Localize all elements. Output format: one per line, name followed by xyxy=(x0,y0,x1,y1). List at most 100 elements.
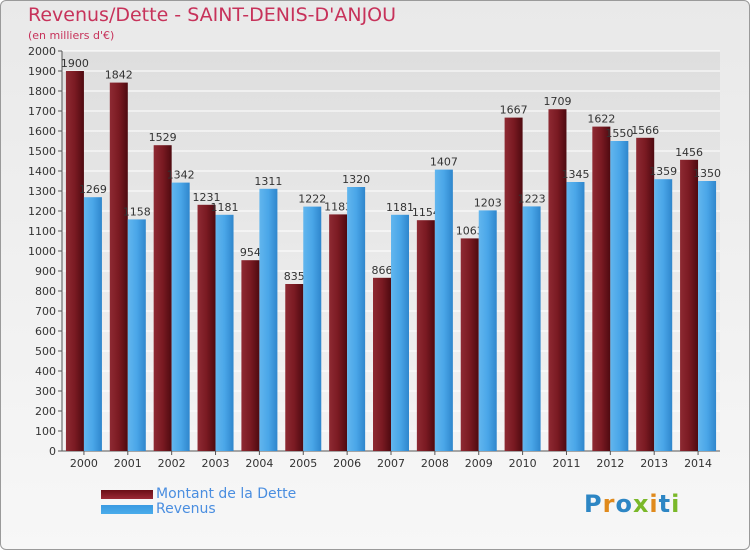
debt-bar xyxy=(504,117,523,451)
revenue-value-label: 1342 xyxy=(167,169,195,182)
revenue-value-label: 1181 xyxy=(211,201,239,214)
legend-swatch-revenue xyxy=(101,505,153,514)
y-tick-label: 1500 xyxy=(28,145,56,158)
x-tick-label: 2001 xyxy=(114,457,142,470)
y-tick-label: 1200 xyxy=(28,205,56,218)
x-tick-label: 2012 xyxy=(596,457,624,470)
debt-value-label: 835 xyxy=(284,270,305,283)
revenue-bar xyxy=(127,219,146,451)
debt-value-label: 1622 xyxy=(587,113,615,126)
debt-bar xyxy=(197,204,216,451)
debt-value-label: 1456 xyxy=(675,146,703,159)
revenue-bar xyxy=(303,206,322,451)
revenue-bar xyxy=(347,187,366,451)
debt-bar xyxy=(373,277,391,451)
y-tick-label: 100 xyxy=(35,425,56,438)
y-tick-label: 300 xyxy=(35,385,56,398)
x-tick-label: 2006 xyxy=(333,457,361,470)
revenue-value-label: 1350 xyxy=(693,167,721,180)
revenue-bar xyxy=(259,188,278,452)
revenue-value-label: 1550 xyxy=(605,127,633,140)
x-tick-label: 2008 xyxy=(421,457,449,470)
debt-value-label: 1709 xyxy=(543,95,571,108)
debt-value-label: 1183 xyxy=(324,200,352,213)
debt-value-label: 1231 xyxy=(193,191,221,204)
x-tick-label: 2007 xyxy=(377,457,405,470)
chart-title: Revenus/Dette - SAINT-DENIS-D'ANJOU xyxy=(28,4,397,26)
y-tick-label: 1700 xyxy=(28,105,56,118)
legend-label-debt: Montant de la Dette xyxy=(156,486,297,502)
chart-subtitle: (en milliers d'€) xyxy=(28,29,115,42)
debt-bar xyxy=(548,109,567,451)
y-tick-label: 200 xyxy=(35,405,56,418)
debt-bar xyxy=(285,284,304,451)
revenue-value-label: 1222 xyxy=(298,193,326,206)
debt-value-label: 1900 xyxy=(61,57,89,70)
revenue-bar xyxy=(610,141,629,451)
debt-value-label: 1667 xyxy=(500,104,528,117)
x-tick-label: 2013 xyxy=(640,457,668,470)
debt-value-label: 866 xyxy=(372,264,393,277)
revenue-bar xyxy=(478,210,497,451)
debt-bar xyxy=(636,137,655,452)
revenue-value-label: 1269 xyxy=(79,183,107,196)
x-tick-label: 2002 xyxy=(158,457,186,470)
revenue-value-label: 1345 xyxy=(561,168,589,181)
y-tick-label: 1100 xyxy=(28,225,56,238)
y-tick-label: 1300 xyxy=(28,185,56,198)
debt-value-label: 1154 xyxy=(412,206,440,219)
y-tick-label: 1000 xyxy=(28,245,56,258)
y-tick-label: 500 xyxy=(35,345,56,358)
legend-swatch-debt xyxy=(101,490,153,499)
debt-bar xyxy=(329,214,348,451)
y-tick-label: 800 xyxy=(35,285,56,298)
proxiti-logo: Proxiti xyxy=(584,490,681,518)
revenue-value-label: 1359 xyxy=(649,165,677,178)
debt-value-label: 1063 xyxy=(456,224,484,237)
debt-bar xyxy=(680,159,699,452)
x-tick-label: 2009 xyxy=(465,457,493,470)
revenue-value-label: 1158 xyxy=(123,205,151,218)
revenue-bar xyxy=(171,182,190,451)
legend-label-revenue: Revenus xyxy=(156,501,216,517)
debt-value-label: 1842 xyxy=(105,69,133,82)
revenue-bar xyxy=(522,206,541,451)
x-tick-label: 2011 xyxy=(552,457,580,470)
y-tick-label: 400 xyxy=(35,365,56,378)
revenue-bar xyxy=(83,197,102,451)
x-tick-label: 2005 xyxy=(289,457,317,470)
x-tick-label: 2014 xyxy=(684,457,712,470)
x-tick-label: 2010 xyxy=(509,457,537,470)
revenue-bar xyxy=(698,181,717,451)
debt-bar xyxy=(592,126,611,451)
debt-bar xyxy=(65,71,84,451)
revenue-value-label: 1407 xyxy=(430,156,458,169)
revenue-value-label: 1181 xyxy=(386,201,414,214)
y-tick-label: 700 xyxy=(35,305,56,318)
revenue-value-label: 1311 xyxy=(254,175,282,188)
debt-bar xyxy=(460,238,479,451)
debt-bar xyxy=(109,82,128,451)
revenue-bar xyxy=(654,179,673,451)
x-tick-label: 2003 xyxy=(202,457,230,470)
y-tick-label: 1800 xyxy=(28,85,56,98)
x-tick-label: 2000 xyxy=(70,457,98,470)
y-tick-label: 900 xyxy=(35,265,56,278)
y-tick-label: 0 xyxy=(49,445,56,458)
y-tick-label: 1900 xyxy=(28,65,56,78)
y-tick-label: 1400 xyxy=(28,165,56,178)
revenue-value-label: 1223 xyxy=(518,192,546,205)
y-tick-label: 2000 xyxy=(28,45,56,58)
x-tick-label: 2004 xyxy=(245,457,273,470)
y-tick-label: 1600 xyxy=(28,125,56,138)
debt-bar xyxy=(416,220,435,451)
debt-value-label: 1529 xyxy=(149,131,177,144)
revenue-value-label: 1320 xyxy=(342,173,370,186)
debt-value-label: 954 xyxy=(240,246,261,259)
debt-bar xyxy=(241,260,260,451)
debt-bar xyxy=(153,145,172,451)
revenue-bar xyxy=(566,182,585,451)
revenue-bar xyxy=(434,169,453,451)
revenue-bar xyxy=(391,214,409,451)
